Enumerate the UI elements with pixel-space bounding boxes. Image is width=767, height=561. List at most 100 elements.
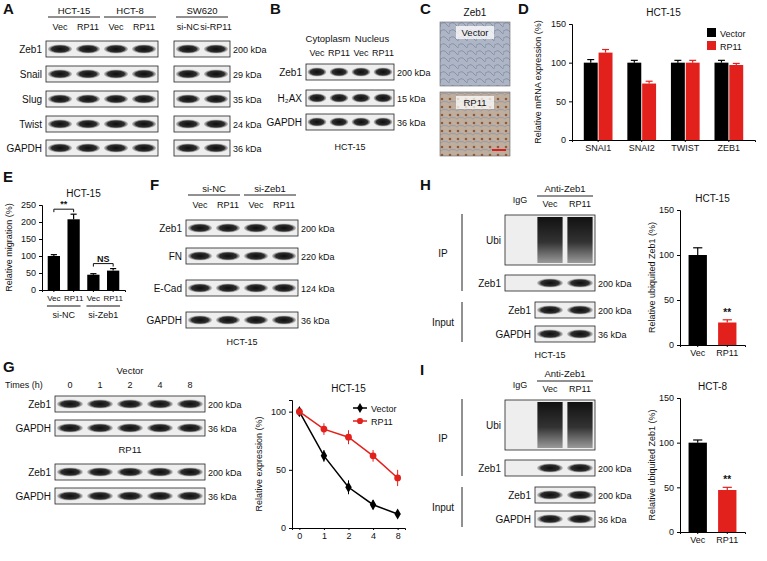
- scale-bar: [492, 149, 506, 151]
- error-cap: [90, 273, 96, 274]
- image-title: Zeb1: [464, 7, 487, 18]
- panel-letter: E: [3, 168, 13, 185]
- blot-band: [567, 491, 593, 500]
- x-tick: Vec: [47, 290, 60, 303]
- row-label: Zeb1: [478, 463, 501, 474]
- blot-band: [567, 306, 593, 315]
- tick-label: 200: [21, 217, 36, 227]
- chart-title: HCT-15: [66, 188, 101, 199]
- bar-chart: 050100150SNAI1SNAI2TWISTZEB1HCT-15Relati…: [533, 7, 756, 153]
- tick-label: 50: [664, 483, 674, 493]
- blot-band: [147, 400, 173, 409]
- blot-band: [537, 491, 563, 500]
- panel-letter: F: [150, 176, 159, 193]
- tick-label: Vec: [87, 294, 100, 303]
- blot-band: [352, 94, 371, 103]
- lane-label: RP11: [569, 384, 591, 394]
- blot-strip: [505, 275, 595, 291]
- blot-band: [176, 144, 200, 153]
- blot-band: [104, 95, 128, 104]
- error-bar: [602, 50, 609, 53]
- group-line: [104, 17, 156, 18]
- image-label: RP11: [463, 97, 486, 108]
- kda-label: 35 kDa: [233, 95, 262, 105]
- section-bracket: [462, 302, 463, 342]
- plot-area: [689, 248, 737, 345]
- group-label: si-NC: [202, 183, 226, 194]
- blot-band: [48, 95, 72, 104]
- tick-mark: [677, 345, 680, 346]
- blot-band: [117, 468, 143, 477]
- blot-band: [76, 120, 100, 129]
- x-tick: 8: [396, 528, 401, 541]
- blot-band: [147, 424, 173, 433]
- point: [394, 508, 400, 519]
- blot-band: [132, 70, 156, 79]
- kda-label: 36 kDa: [208, 492, 237, 502]
- error-bar: [723, 320, 732, 323]
- point: [296, 408, 303, 415]
- y-tick: 50: [26, 268, 42, 278]
- blot-band: [537, 279, 563, 288]
- blot-band: [57, 468, 83, 477]
- blot-band: [76, 45, 100, 54]
- time-value: 8: [187, 380, 192, 390]
- blot-strip: [55, 396, 205, 412]
- tick-label: 50: [276, 465, 286, 475]
- y-tick: 0: [561, 135, 572, 145]
- lane-label: Vec: [248, 200, 264, 210]
- y-tick: 250: [21, 200, 42, 210]
- micrograph: [440, 92, 510, 156]
- bar: [584, 63, 598, 140]
- error-cap: [602, 49, 609, 50]
- point: [370, 452, 377, 459]
- blot-band: [567, 279, 593, 288]
- row-label: FN: [169, 251, 182, 262]
- blot-band: [147, 468, 173, 477]
- kda-label: 220 kDa: [301, 252, 335, 262]
- tick-mark: [685, 140, 686, 142]
- bar: [689, 443, 707, 532]
- plot-area: [689, 440, 737, 532]
- blot-band: [87, 424, 113, 433]
- tick-mark: [398, 528, 399, 530]
- x-axis: 01248: [293, 528, 406, 541]
- blot-band: [216, 224, 240, 233]
- tick-mark: [677, 532, 680, 533]
- panel-letter: D: [518, 0, 529, 17]
- error-cap: [723, 319, 732, 320]
- blot-band: [104, 45, 128, 54]
- tick-label: RP11: [716, 535, 738, 545]
- blot-band: [244, 316, 268, 325]
- blot-band: [330, 68, 349, 77]
- tick-label: 250: [21, 200, 36, 210]
- blot-band: [177, 424, 203, 433]
- blot-band: [147, 492, 173, 501]
- y-tick: 0: [669, 527, 680, 537]
- blot-band: [308, 94, 327, 103]
- tick-mark: [349, 528, 350, 530]
- tick-mark: [289, 528, 292, 529]
- tick-label: Vec: [47, 294, 60, 303]
- row-label: E-Cad: [154, 283, 182, 294]
- tick-label: RP11: [103, 294, 123, 303]
- group-label: Cytoplasm: [306, 33, 351, 44]
- tick-label: 4: [371, 531, 376, 541]
- label-backdrop: [456, 96, 494, 109]
- blot-strip: [46, 66, 158, 82]
- tick-label: 8: [396, 531, 401, 541]
- blot-strip: [306, 90, 394, 106]
- bar: [671, 63, 685, 140]
- blot-strip: [535, 487, 595, 503]
- lane-label: RP11: [217, 200, 239, 210]
- tick-mark: [697, 532, 698, 534]
- blot-band: [352, 118, 371, 127]
- series-line: [299, 412, 397, 478]
- tick-label: SNAI1: [585, 143, 611, 153]
- y-tick: 0: [31, 285, 42, 295]
- tick-mark: [289, 470, 292, 471]
- blot-band: [216, 252, 240, 261]
- panel-g: GTimes (h)01248VectorZeb1200 kDaGAPDH36 …: [3, 358, 242, 504]
- error-cap: [631, 60, 638, 61]
- blot-strip: [174, 66, 230, 82]
